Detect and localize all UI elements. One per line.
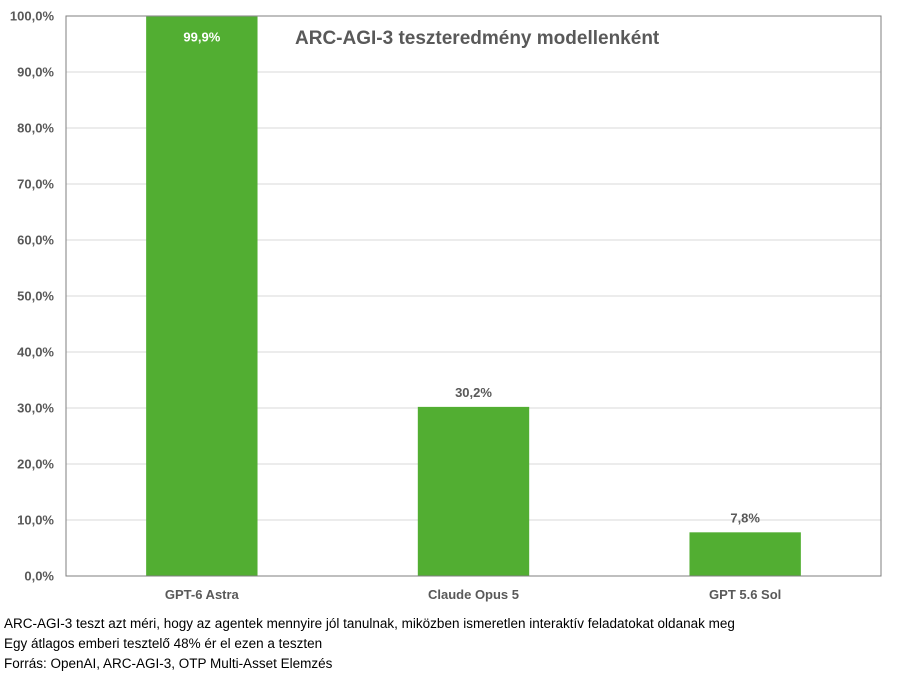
bar xyxy=(146,16,258,577)
bars xyxy=(146,16,801,577)
data-label: 30,2% xyxy=(455,385,492,400)
x-category-label: Claude Opus 5 xyxy=(428,587,519,602)
y-tick-label: 60,0% xyxy=(17,233,54,248)
labels: 0,0% 10,0% 20,0% 30,0% 40,0% 50,0% 60,0% 70,0% 8… xyxy=(10,9,781,603)
y-tick-label: 40,0% xyxy=(17,345,54,360)
bar-chart: 0,0% 10,0% 20,0% 30,0% 40,0% 50,0% 60,0% 70,0% 8… xyxy=(10,9,882,603)
footnote-human-baseline: Egy átlagos emberi tesztelő 48% ér el ez… xyxy=(4,636,323,651)
y-tick-label: 30,0% xyxy=(17,401,54,416)
bar xyxy=(689,532,801,576)
footnote-source: Forrás: OpenAI, ARC-AGI-3, OTP Multi-Ass… xyxy=(4,656,333,671)
x-category-label: GPT 5.6 Sol xyxy=(709,587,781,602)
y-tick-label: 90,0% xyxy=(17,65,54,80)
y-tick-label: 100,0% xyxy=(10,9,55,24)
footnote-description: ARC-AGI-3 teszt azt méri, hogy az agente… xyxy=(4,616,735,631)
y-tick-label: 50,0% xyxy=(17,289,54,304)
x-category-label: GPT-6 Astra xyxy=(165,587,240,602)
y-tick-label: 80,0% xyxy=(17,121,54,136)
axes xyxy=(65,15,882,577)
y-tick-label: 20,0% xyxy=(17,457,54,472)
plot-area-border xyxy=(65,15,882,577)
y-tick-label: 0,0% xyxy=(24,569,54,584)
y-tick-label: 70,0% xyxy=(17,177,54,192)
y-tick-label: 10,0% xyxy=(17,513,54,528)
data-label: 99,9% xyxy=(183,30,220,45)
footnotes: ARC-AGI-3 teszt azt méri, hogy az agente… xyxy=(4,614,735,674)
data-label: 7,8% xyxy=(730,510,760,525)
chart-title: ARC-AGI-3 teszteredmény modellenként xyxy=(295,28,660,49)
bar xyxy=(417,406,530,576)
